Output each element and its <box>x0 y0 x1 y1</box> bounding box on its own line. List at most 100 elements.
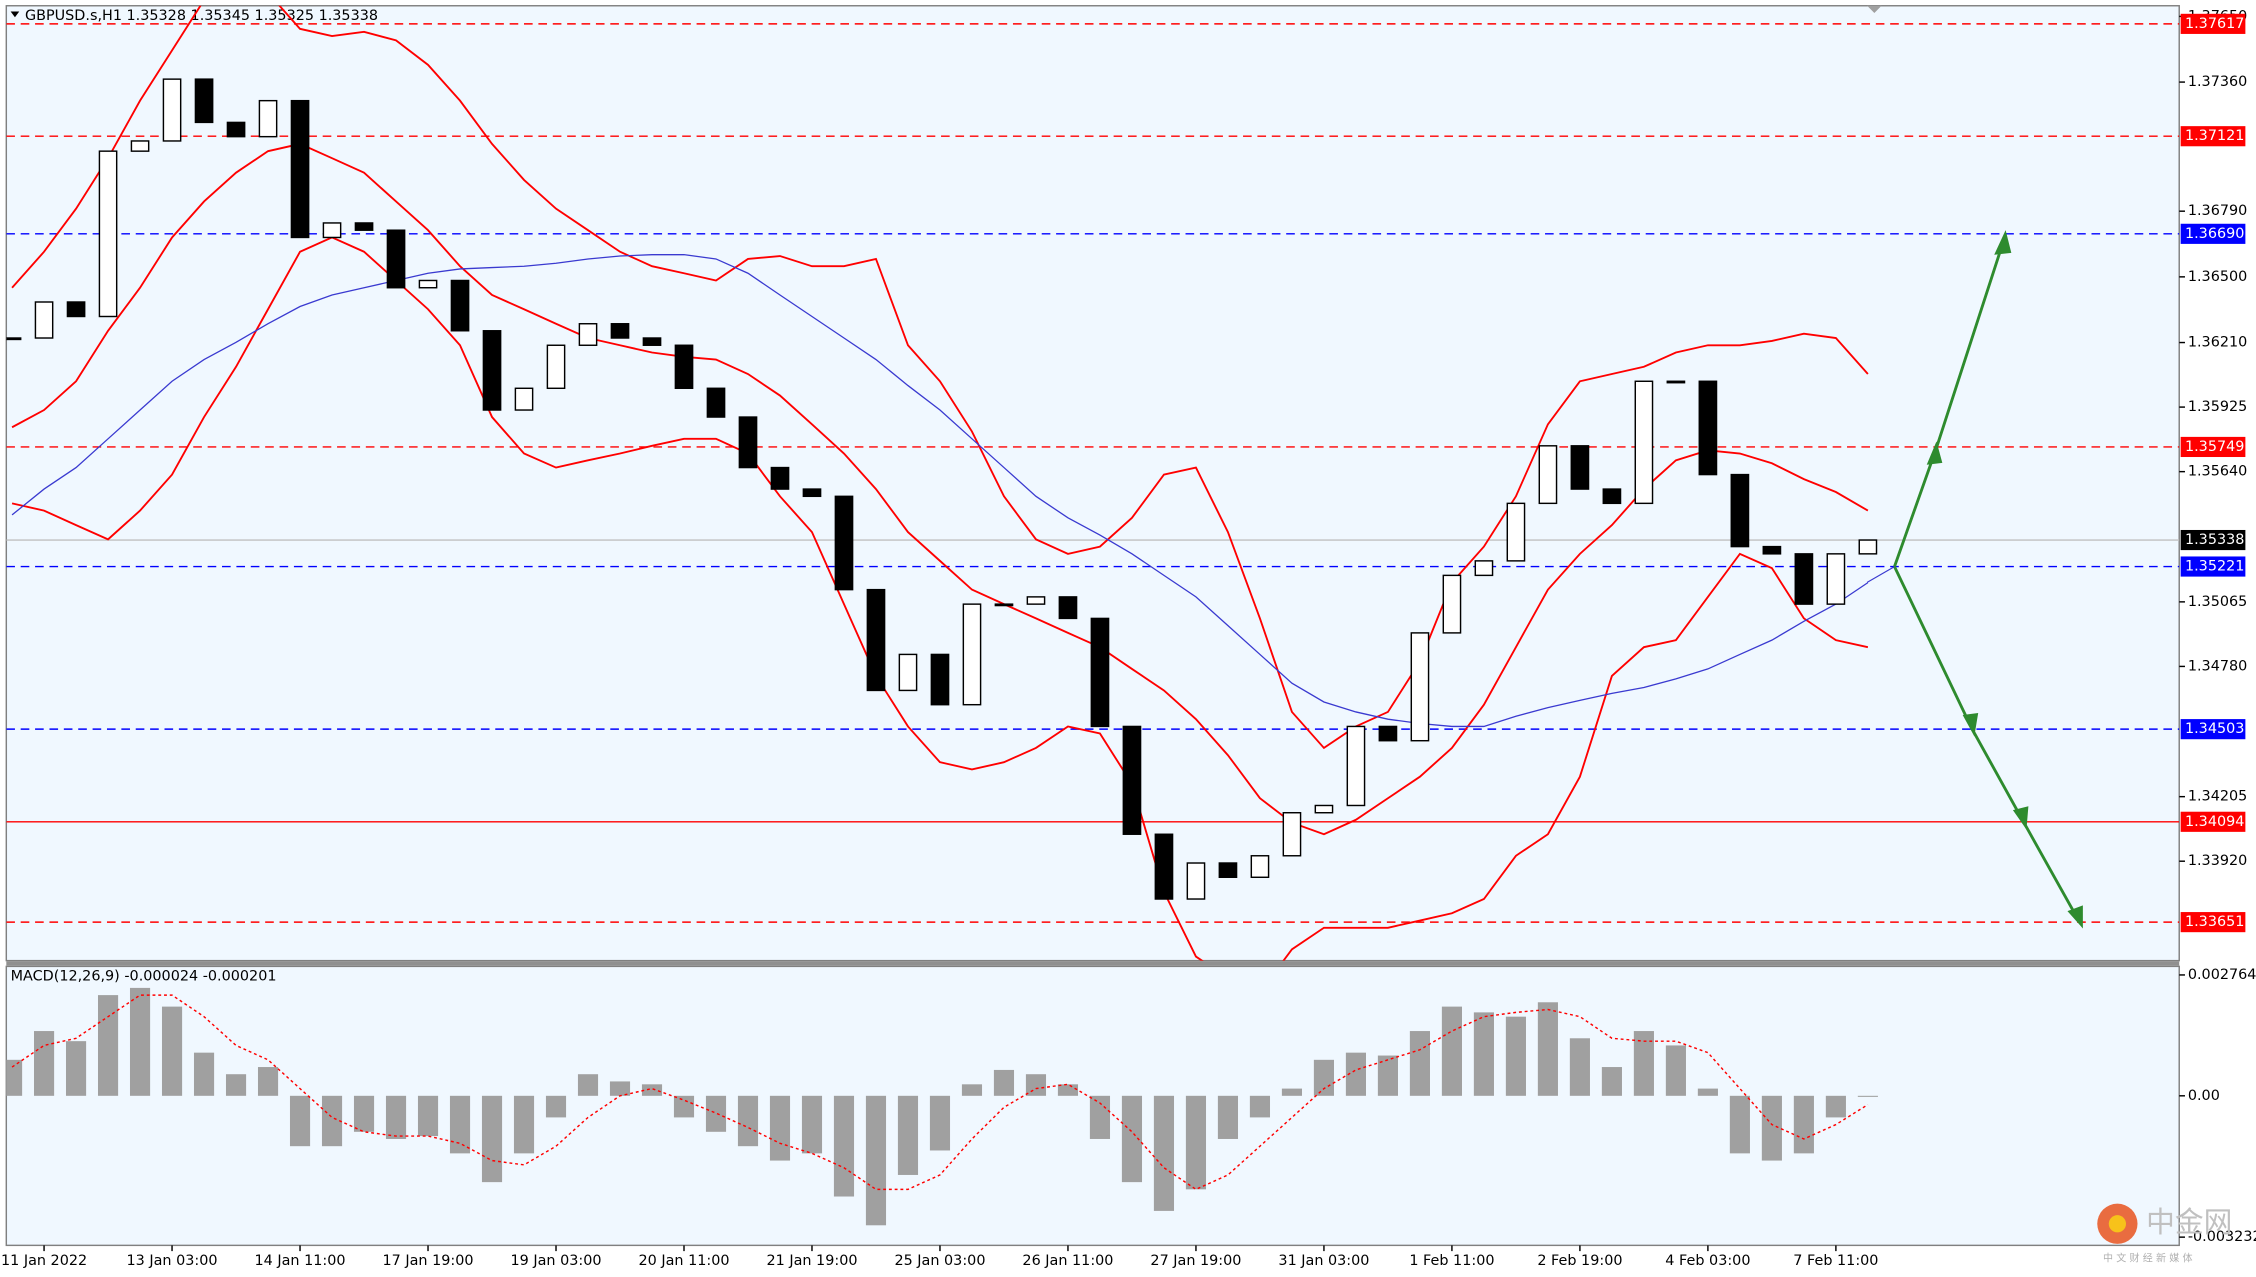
level-label-box <box>2180 126 2246 147</box>
x-tick-label: 11 Jan 2022 <box>1 1253 87 1269</box>
macd-bar <box>801 1095 823 1154</box>
candle <box>962 603 982 706</box>
macd-bar <box>1281 1088 1303 1096</box>
level-label-box <box>2180 13 2246 34</box>
macd-bar <box>257 1067 279 1096</box>
candle <box>674 344 694 390</box>
x-tick-label: 13 Jan 03:00 <box>127 1253 218 1269</box>
macd-bar <box>353 1095 375 1132</box>
macd-header: MACD(12,26,9) -0.000024 -0.000201 <box>11 968 277 984</box>
y-tick-label: 1.34780 <box>2188 658 2247 674</box>
macd-bar <box>129 987 151 1096</box>
macd-bar <box>1345 1052 1366 1096</box>
connector <box>1866 566 1895 583</box>
x-tick-label: 4 Feb 03:00 <box>1665 1253 1750 1269</box>
y-tick-label: 1.35640 <box>2188 464 2247 480</box>
x-tick-label: 7 Feb 11:00 <box>1793 1253 1878 1269</box>
candle <box>354 222 374 231</box>
candle <box>1762 545 1782 555</box>
y-tick-label: 0.002764 <box>2188 967 2256 983</box>
macd-bar <box>961 1084 983 1096</box>
x-tick-label: 31 Jan 03:00 <box>1278 1253 1369 1269</box>
macd-bar <box>1537 1002 1558 1096</box>
candle <box>1794 553 1814 605</box>
level-label: 1.35749 <box>2185 439 2244 455</box>
macd-bar <box>641 1084 663 1096</box>
watermark-subtitle: 中 文 财 经 新 媒 体 <box>2103 1251 2192 1264</box>
macd-bar <box>1025 1074 1047 1096</box>
level-label: 1.34094 <box>2185 814 2244 830</box>
candle <box>1474 560 1494 577</box>
macd-bar <box>1409 1031 1430 1096</box>
macd-bar <box>1217 1095 1239 1139</box>
macd-bar <box>289 1095 311 1147</box>
macd-bar <box>993 1069 1015 1096</box>
macd-bar <box>1857 1095 1878 1097</box>
level-label: 1.34503 <box>2185 721 2244 737</box>
y-tick-label: 0.00 <box>2188 1088 2220 1104</box>
candle <box>1026 596 1046 605</box>
candle <box>98 150 118 318</box>
candle <box>770 466 790 490</box>
candle <box>1634 380 1654 505</box>
candle <box>1346 725 1366 807</box>
level-label: 1.35221 <box>2185 559 2244 575</box>
candle <box>1282 812 1302 857</box>
x-tick-label: 26 Jan 11:00 <box>1022 1253 1113 1269</box>
macd-bar <box>1057 1084 1079 1096</box>
macd-bar <box>705 1095 727 1132</box>
macd-bar <box>193 1052 215 1096</box>
x-tick-label: 14 Jan 11:00 <box>255 1253 346 1269</box>
macd-bar <box>1185 1095 1207 1190</box>
macd-bar <box>929 1095 951 1151</box>
candle <box>738 416 758 469</box>
macd-bar <box>1761 1095 1782 1161</box>
macd-bar <box>1377 1055 1398 1096</box>
candle <box>514 387 534 411</box>
signal-line <box>11 994 1869 1191</box>
x-tick-label: 21 Jan 19:00 <box>766 1253 857 1269</box>
main-plot <box>6 5 2180 961</box>
axes: 1.376501.373601.367901.365001.362101.359… <box>1 8 2256 1269</box>
macd-bar <box>897 1095 919 1175</box>
y-tick-label: 1.33920 <box>2188 853 2247 869</box>
level-label-box <box>2180 912 2246 933</box>
level-label-box <box>2180 529 2246 551</box>
macd-bar <box>737 1095 759 1147</box>
arrow-down <box>1893 565 2080 922</box>
macd-bar <box>1505 1016 1526 1096</box>
watermark-logo-inner <box>2108 1215 2127 1233</box>
arrow-head <box>2012 806 2029 830</box>
x-tick-label: 1 Feb 11:00 <box>1409 1253 1494 1269</box>
candle <box>610 323 630 339</box>
candle <box>1506 502 1526 562</box>
x-tick-label: 17 Jan 19:00 <box>383 1253 474 1269</box>
macd-bar <box>1473 1012 1494 1096</box>
macd-bar <box>65 1041 87 1096</box>
candle <box>1218 862 1238 878</box>
bollinger-line <box>11 236 1869 961</box>
macd-bar <box>481 1095 503 1183</box>
macd-bar <box>1601 1067 1622 1096</box>
x-tick-label: 19 Jan 03:00 <box>510 1253 601 1269</box>
bollinger-line <box>11 142 1869 836</box>
projection-arrows <box>1893 230 2083 929</box>
y-tick-label: 1.35925 <box>2188 399 2247 415</box>
candle <box>834 495 854 591</box>
candle <box>802 488 822 498</box>
candle <box>162 78 182 142</box>
y-tick-label: 1.36790 <box>2188 203 2247 219</box>
y-tick-label: 1.36210 <box>2188 335 2247 351</box>
macd-bar <box>1249 1095 1271 1118</box>
candle <box>642 337 662 346</box>
macd-bar <box>1793 1095 1814 1154</box>
watermark: 中金网 中 文 财 经 新 媒 体 <box>2097 1203 2232 1264</box>
macd-bar <box>1313 1059 1335 1096</box>
candle <box>706 387 726 418</box>
level-label: 1.36690 <box>2185 226 2244 242</box>
level-label-box <box>2180 436 2246 458</box>
moving-average <box>11 254 1869 728</box>
y-tick-label: 1.37360 <box>2188 74 2247 90</box>
macd-bar <box>609 1081 631 1096</box>
candle <box>578 323 598 346</box>
